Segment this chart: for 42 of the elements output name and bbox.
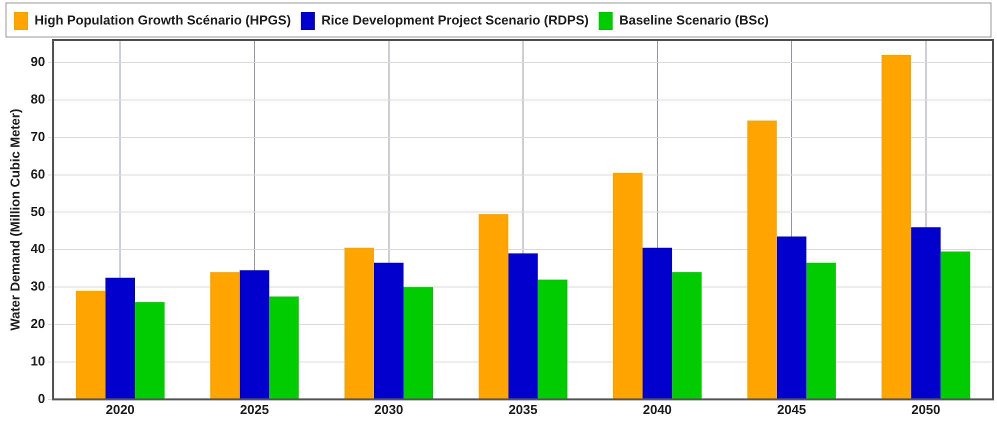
- legend-label: High Population Growth Scénario (HPGS): [34, 12, 291, 28]
- bar: [882, 54, 912, 399]
- y-tick-label: 20: [30, 316, 46, 332]
- bar: [508, 253, 538, 399]
- bar: [538, 280, 568, 399]
- legend-label: Rice Development Project Scenario (RDPS): [321, 12, 589, 28]
- bar: [911, 227, 941, 399]
- bar: [776, 236, 806, 399]
- y-tick-label: 50: [30, 204, 46, 219]
- bar: [105, 278, 135, 399]
- y-tick-label: 40: [30, 241, 46, 256]
- x-tick-label: 2040: [642, 402, 672, 417]
- bar: [134, 302, 165, 399]
- bar: [404, 287, 434, 399]
- x-tick-label: 2050: [911, 402, 940, 417]
- y-axis-title: Water Demand (Million Cubic Meter): [7, 108, 22, 331]
- bar: [344, 248, 374, 399]
- bar: [940, 252, 970, 399]
- y-tick-label: 80: [30, 91, 46, 106]
- bar: [210, 272, 240, 399]
- y-tick-label: 70: [30, 128, 46, 144]
- bar: [374, 262, 404, 399]
- x-tick-label: 2035: [508, 402, 538, 417]
- x-tick-label: 2020: [106, 402, 135, 417]
- legend-label: Baseline Scenario (BSc): [619, 12, 769, 28]
- y-tick-label: 10: [30, 354, 46, 369]
- y-tick-label: 90: [30, 54, 46, 70]
- y-tick-label: 60: [30, 166, 46, 182]
- bar: [642, 248, 672, 399]
- bar: [612, 172, 643, 399]
- x-tick-label: 2030: [374, 402, 404, 417]
- y-tick-label: 0: [38, 390, 46, 406]
- y-tick-label: 30: [30, 278, 46, 294]
- bar: [76, 290, 106, 399]
- bar: [240, 270, 270, 399]
- x-tick-label: 2045: [777, 402, 806, 417]
- bar: [672, 272, 702, 399]
- bar: [478, 214, 508, 399]
- bar: [806, 262, 836, 399]
- bar: [269, 296, 299, 399]
- x-tick-label: 2025: [240, 402, 269, 417]
- bar: [747, 120, 777, 399]
